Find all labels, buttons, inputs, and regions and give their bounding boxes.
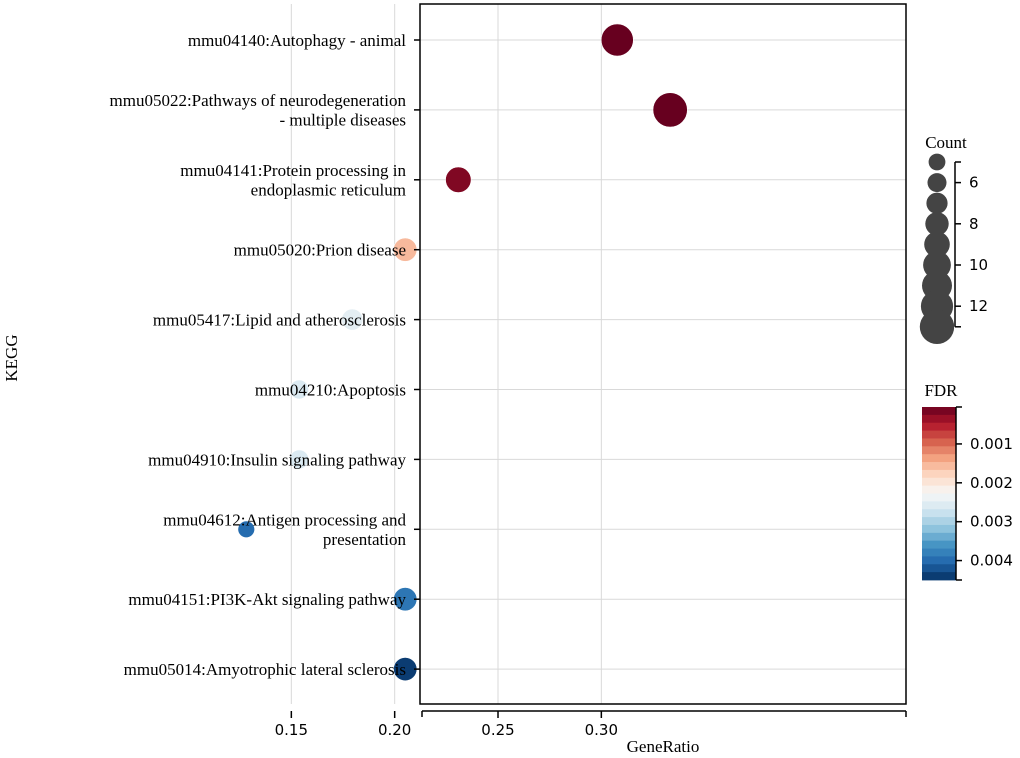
fdr-colorbar-band xyxy=(922,430,956,439)
fdr-colorbar-band xyxy=(922,524,956,534)
y-axis-label: KEGG xyxy=(2,334,21,381)
y-tick-label: mmu04910:Insulin signaling pathway xyxy=(148,450,406,469)
fdr-colorbar-band xyxy=(922,414,956,424)
y-axis: mmu04140:Autophagy - animal mmu05022:Path… xyxy=(110,31,420,679)
fdr-colorbar-band xyxy=(922,477,956,487)
plot-frame xyxy=(419,3,907,705)
fdr-colorbar-band xyxy=(922,469,956,479)
y-tick-label: mmu04210:Apoptosis xyxy=(255,381,406,400)
fdr-colorbar-band xyxy=(922,517,956,526)
fdr-legend-tick-label: 0.004 xyxy=(970,552,1013,570)
fdr-colorbar-band xyxy=(922,438,956,447)
fdr-legend-tick-label: 0.002 xyxy=(970,474,1013,492)
fdr-colorbar-band xyxy=(922,540,956,549)
count-legend-marker xyxy=(926,192,948,214)
data-points xyxy=(237,23,688,682)
count-legend-marker xyxy=(928,153,946,171)
y-tick-label: mmu04141:Protein processing in xyxy=(180,161,406,180)
fdr-colorbar-band xyxy=(922,462,956,471)
fdr-colorbar-band xyxy=(922,446,956,455)
fdr-legend-tick-label: 0.001 xyxy=(970,435,1013,453)
y-tick-label: presentation xyxy=(323,530,407,549)
count-legend-tick-label: 10 xyxy=(969,256,988,274)
data-point xyxy=(289,449,309,470)
y-tick-label: mmu05020:Prion disease xyxy=(234,241,406,260)
y-tick-label: mmu04151:PI3K-Akt signaling pathway xyxy=(128,590,406,609)
x-tick-label: 0.20 xyxy=(378,721,411,739)
data-point xyxy=(341,308,364,331)
x-axis-label: GeneRatio xyxy=(627,737,700,756)
x-axis: 0.15 0.20 0.25 0.30 xyxy=(275,710,907,739)
count-legend-tick-label: 8 xyxy=(969,215,979,233)
data-point xyxy=(652,92,688,128)
count-legend-marker xyxy=(925,212,949,236)
fdr-legend-tick-label: 0.003 xyxy=(970,513,1013,531)
y-tick-label: mmu04612:Antigen processing and xyxy=(163,511,406,530)
count-legend: Count 6 8 10 12 xyxy=(919,133,988,344)
fdr-colorbar-band xyxy=(922,407,956,416)
fdr-colorbar-band xyxy=(922,564,956,573)
data-point xyxy=(237,520,255,538)
fdr-colorbar-band xyxy=(922,422,956,431)
fdr-colorbar-band xyxy=(922,485,956,494)
count-legend-marker xyxy=(923,251,951,279)
x-tick-label: 0.30 xyxy=(585,721,618,739)
y-tick-label: mmu05022:Pathways of neurodegeneration xyxy=(110,91,407,110)
count-legend-tick-label: 6 xyxy=(969,174,979,192)
fdr-colorbar-band xyxy=(922,454,956,463)
data-point xyxy=(289,379,309,400)
y-tick-label: - multiple diseases xyxy=(279,111,406,130)
fdr-colorbar-band xyxy=(922,572,956,581)
count-legend-marker xyxy=(919,309,955,344)
x-tick-label: 0.15 xyxy=(275,721,308,739)
fdr-colorbar-band xyxy=(922,493,956,502)
fdr-legend-title: FDR xyxy=(924,381,958,400)
count-legend-marker xyxy=(927,173,947,193)
y-tick-label: mmu04140:Autophagy - animal xyxy=(188,31,406,50)
data-point xyxy=(600,23,634,57)
count-legend-tick-label: 12 xyxy=(969,297,988,315)
fdr-colorbar-band xyxy=(922,501,956,510)
y-tick-label: endoplasmic reticulum xyxy=(251,181,406,200)
fdr-colorbar-band xyxy=(922,532,956,542)
fdr-colorbar-band xyxy=(922,509,956,518)
fdr-legend: FDR 0.001 0.002 0.003 0.004 xyxy=(922,381,1013,581)
fdr-colorbar-band xyxy=(922,556,956,565)
count-legend-marker xyxy=(924,231,950,258)
fdr-colorbar-band xyxy=(922,548,956,557)
x-tick-label: 0.25 xyxy=(481,721,514,739)
count-legend-title: Count xyxy=(925,133,967,152)
y-tick-label: mmu05014:Amyotrophic lateral sclerosis xyxy=(124,660,406,679)
y-tick-label: mmu05417:Lipid and atherosclerosis xyxy=(153,311,406,330)
data-point xyxy=(445,166,472,193)
